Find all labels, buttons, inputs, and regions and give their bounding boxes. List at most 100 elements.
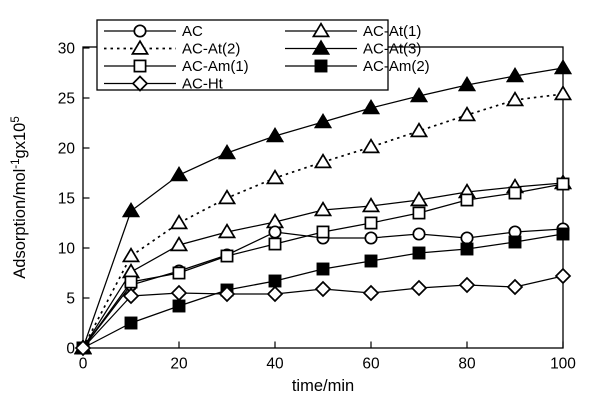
legend-item-ac-at-2: AC-At(2) — [104, 39, 240, 58]
legend-marker-triangle — [311, 22, 331, 38]
legend-item-ac-at-3: AC-At(3) — [285, 39, 421, 58]
legend-label: AC-Am(1) — [182, 58, 249, 75]
series-ac-am-2-marker — [412, 246, 426, 260]
x-tick-label: 40 — [266, 356, 284, 373]
legend-item-ac: AC — [104, 23, 203, 40]
series-ac-at-3-marker — [313, 113, 333, 129]
series-ac-ht-marker — [314, 280, 332, 298]
series-ac-am-2-marker — [172, 299, 186, 313]
series-ac-marker — [268, 225, 282, 239]
series-ac-at-1-marker — [169, 236, 189, 252]
legend-item-ac-ht: AC-Ht — [104, 75, 224, 93]
series-ac-am-2-marker — [556, 227, 570, 241]
legend-item-ac-at-1: AC-At(1) — [285, 22, 421, 40]
series-ac-am-1-marker — [220, 249, 234, 263]
x-tick-label: 60 — [362, 356, 380, 373]
legend-label: AC-Ht — [182, 76, 224, 93]
series-ac-at-2-line — [82, 93, 564, 349]
y-tick-label: 20 — [58, 141, 76, 158]
series-ac-ht-marker — [506, 278, 524, 296]
series-ac-am-1-marker — [124, 275, 138, 289]
series-ac-ht — [74, 267, 572, 357]
series-ac-am-1 — [76, 177, 570, 355]
series-ac-ht-marker — [218, 285, 236, 303]
series-ac-at-1-marker — [361, 197, 381, 213]
series-ac-am-1-marker — [508, 186, 522, 200]
legend-marker-diamond — [131, 75, 149, 92]
x-tick-label: 0 — [79, 356, 88, 373]
y-tick-label: 25 — [58, 91, 75, 108]
series-ac-ht-marker — [74, 339, 92, 357]
series-ac-am-1-marker — [412, 206, 426, 220]
series-ac-am-2-marker — [124, 316, 138, 330]
legend-marker-square — [314, 59, 328, 73]
legend-marker-triangle — [311, 39, 331, 55]
legend-label: AC-At(3) — [363, 41, 421, 58]
y-axis-label: Adsorption/mol-1gx105 — [10, 116, 29, 278]
series-ac-at-2-marker — [217, 189, 237, 205]
series-ac-ht-marker — [410, 279, 428, 297]
series-ac-at-3-marker — [457, 76, 477, 92]
series-ac-at-3-marker — [361, 99, 381, 115]
y-tick-label: 10 — [58, 241, 76, 258]
series-ac-am-2-marker — [364, 254, 378, 268]
series-ac-am-1-marker — [460, 193, 474, 207]
series-ac-am-1-marker — [316, 225, 330, 239]
series-ac-at-1-marker — [313, 201, 333, 217]
series-ac-at-3-marker — [121, 202, 141, 218]
series-ac-am-2-marker — [316, 262, 330, 276]
series-ac-at-3-marker — [265, 127, 285, 143]
series-ac-ht-marker — [362, 284, 380, 302]
legend-label: AC-At(1) — [363, 23, 421, 40]
series-ac-at-2-marker — [121, 247, 141, 263]
legend-item-ac-am-1: AC-Am(1) — [104, 58, 249, 75]
series-ac-at-2-marker — [457, 106, 477, 122]
x-tick-label: 100 — [550, 356, 576, 373]
series-ac-am-1-marker — [172, 266, 186, 280]
y-tick-label: 5 — [66, 291, 75, 308]
x-axis-label: time/min — [292, 377, 354, 395]
series-ac-ht-marker — [170, 284, 188, 302]
series-ac-at-1-marker — [217, 223, 237, 239]
y-tick-label: 0 — [66, 341, 75, 358]
series-ac-ht-marker — [554, 267, 572, 285]
x-tick-label: 80 — [458, 356, 476, 373]
y-axis-label-text: Adsorption/mol-1gx105 — [10, 116, 29, 278]
legend-label: AC-Am(2) — [363, 58, 430, 75]
series-ac-marker — [364, 231, 378, 245]
series-ac-at-2-marker — [169, 214, 189, 230]
plot-border — [82, 46, 564, 349]
legend-marker-square — [133, 59, 147, 73]
series-ac-at-2-marker — [505, 91, 525, 107]
series-ac-at-3-marker — [217, 144, 237, 160]
series-ac-at-3-marker — [169, 166, 189, 182]
series-ac-am-2-marker — [508, 235, 522, 249]
series-ac-at-2-marker — [409, 122, 429, 138]
series-ac-at-1-marker — [409, 191, 429, 207]
series-ac-at-3-marker — [409, 87, 429, 103]
legend-marker-triangle — [130, 39, 150, 55]
series-ac-ht-marker — [266, 285, 284, 303]
series-ac-am-1-marker — [364, 216, 378, 230]
series-ac-am-2-marker — [460, 242, 474, 256]
series-ac-at-2 — [73, 85, 573, 355]
legend-item-ac-am-2: AC-Am(2) — [285, 58, 430, 75]
x-tick-label: 20 — [170, 356, 188, 373]
series-ac-am-1-marker — [556, 177, 570, 191]
series-ac-marker — [460, 231, 474, 245]
series-ac-ht-marker — [122, 287, 140, 305]
plot-area: 0 20 40 60 80 100 0 5 10 15 20 25 30 — [58, 41, 577, 373]
series-ac-marker — [412, 227, 426, 241]
legend-label: AC-At(2) — [182, 41, 240, 58]
series-ac-at-2-marker — [313, 153, 333, 169]
y-tick-label: 15 — [58, 191, 75, 208]
legend-label: AC — [182, 23, 203, 40]
series-ac-at-3 — [73, 59, 573, 355]
series-ac-am-2-marker — [268, 274, 282, 288]
legend-marker-circle — [133, 24, 147, 38]
y-tick-label: 30 — [58, 41, 76, 58]
series-ac-at-2-marker — [265, 169, 285, 185]
